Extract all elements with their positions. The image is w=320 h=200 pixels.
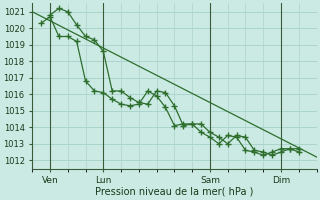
X-axis label: Pression niveau de la mer( hPa ): Pression niveau de la mer( hPa ) — [95, 187, 253, 197]
